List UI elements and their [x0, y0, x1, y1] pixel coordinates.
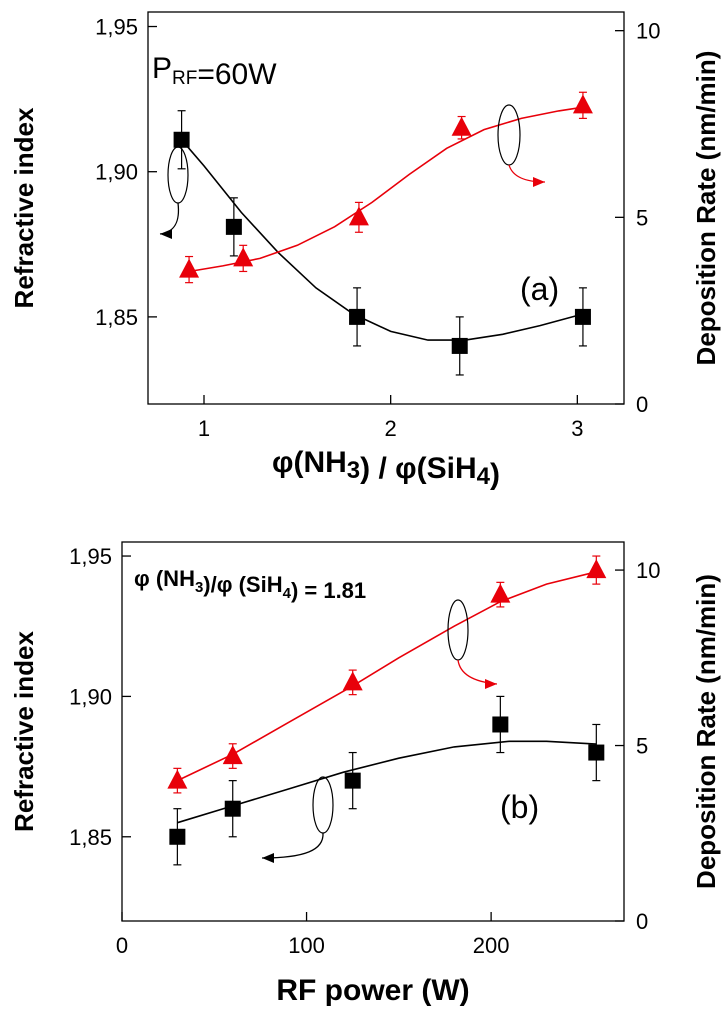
- arrow-head-left: [262, 853, 274, 863]
- deposition-point: [348, 206, 369, 226]
- condition-annotation: PRF=60W: [152, 52, 277, 91]
- series-indicator-ellipse: [447, 599, 469, 661]
- arrow-head-left: [160, 229, 172, 239]
- y-right-tick-label: 5: [636, 734, 648, 759]
- series-indicator-arrow: [457, 659, 498, 685]
- y-right-tick-label: 5: [636, 205, 648, 230]
- x-axis-title: φ(NH3) / φ(SiH4): [272, 446, 500, 491]
- y-right-tick-label: 10: [636, 558, 660, 583]
- deposition-fit-line: [188, 106, 584, 273]
- plot-frame: [121, 541, 625, 922]
- x-tick-label: 1: [198, 416, 210, 441]
- deposition-point: [451, 116, 472, 136]
- arrow-head-right: [533, 177, 545, 187]
- refractive-point: [588, 744, 605, 761]
- y-left-tick-label: 1,85: [95, 305, 138, 330]
- x-tick-label: 3: [571, 416, 583, 441]
- y-left-tick-label: 1,95: [95, 15, 138, 40]
- panel-label: (a): [520, 271, 559, 307]
- y-right-axis-title: Deposition Rate (nm/min): [691, 574, 721, 889]
- refractive-point: [173, 131, 190, 148]
- refractive-point: [492, 716, 509, 733]
- deposition-point: [586, 559, 607, 579]
- deposition-point: [572, 94, 593, 114]
- series-indicator-ellipse: [167, 146, 189, 204]
- plot-frame: [147, 11, 625, 405]
- refractive-point: [574, 308, 591, 325]
- deposition-point: [233, 247, 254, 267]
- refractive-point: [349, 308, 366, 325]
- deposition-point: [490, 583, 511, 603]
- refractive-fit-line: [177, 740, 597, 824]
- refractive-point: [225, 218, 242, 235]
- y-left-axis-title: Refractive index: [9, 107, 39, 308]
- x-tick-label: 0: [116, 933, 128, 958]
- deposition-fit-line: [177, 571, 597, 782]
- y-left-tick-label: 1,90: [95, 160, 138, 185]
- refractive-point: [344, 772, 361, 789]
- y-right-tick-label: 0: [636, 392, 648, 417]
- x-axis-title: RF power (W): [276, 974, 469, 1007]
- y-left-tick-label: 1,95: [69, 544, 112, 569]
- chart-panel-b: 0 100 200 1,85 1,90 1,95 0 5 10 Refractive index D…: [9, 541, 721, 1007]
- refractive-point: [224, 800, 241, 817]
- x-tick-label: 100: [288, 933, 325, 958]
- deposition-point: [342, 671, 363, 691]
- deposition-point: [179, 258, 200, 278]
- series-indicator-ellipse: [312, 776, 334, 834]
- refractive-fit-line: [180, 139, 584, 341]
- series-indicator-ellipse: [497, 104, 521, 166]
- x-tick-label: 2: [385, 416, 397, 441]
- y-right-tick-label: 0: [636, 909, 648, 934]
- y-left-tick-label: 1,85: [69, 825, 112, 850]
- refractive-point: [169, 828, 186, 845]
- deposition-point: [222, 745, 243, 765]
- x-tick-label: 200: [473, 933, 510, 958]
- y-right-axis-title: Deposition Rate (nm/min): [691, 51, 721, 366]
- deposition-point: [167, 769, 188, 789]
- chart-panel-a: 1 2 3 1,85 1,90 1,95 0 5 10 Refractive index Depos…: [9, 11, 721, 491]
- refractive-point: [451, 337, 468, 354]
- y-left-tick-label: 1,90: [69, 684, 112, 709]
- y-right-tick-label: 10: [636, 19, 660, 44]
- condition-annotation: φ (NH3)/φ (SiH4) = 1.81: [134, 566, 366, 603]
- series-indicator-arrow: [159, 202, 180, 235]
- panel-label: (b): [500, 789, 539, 825]
- series-indicator-arrow: [508, 164, 546, 183]
- arrow-head-right: [485, 679, 497, 689]
- y-left-axis-title: Refractive index: [9, 631, 39, 832]
